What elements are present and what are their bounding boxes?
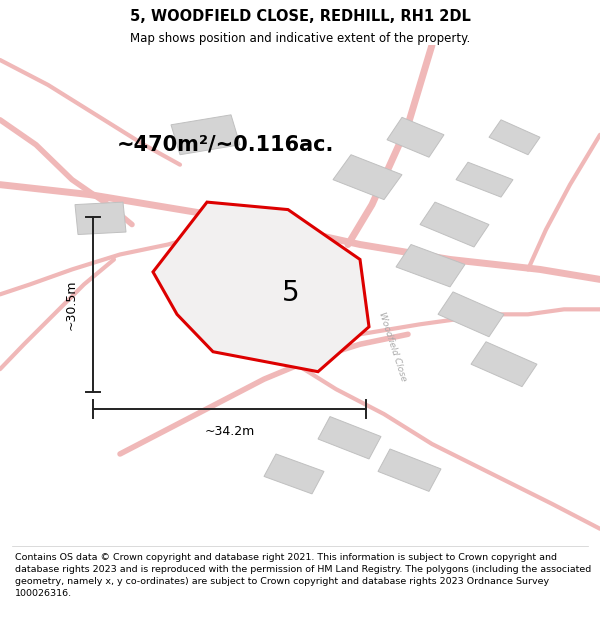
Polygon shape: [438, 292, 504, 337]
Polygon shape: [318, 417, 381, 459]
Polygon shape: [489, 120, 540, 155]
Polygon shape: [456, 162, 513, 197]
Polygon shape: [153, 202, 369, 372]
Polygon shape: [333, 155, 402, 199]
Text: Woodfield Close: Woodfield Close: [377, 311, 409, 382]
Text: 5, WOODFIELD CLOSE, REDHILL, RH1 2DL: 5, WOODFIELD CLOSE, REDHILL, RH1 2DL: [130, 9, 470, 24]
Text: 5: 5: [282, 279, 299, 308]
Text: ~34.2m: ~34.2m: [205, 425, 254, 438]
Text: ~30.5m: ~30.5m: [65, 279, 78, 329]
Polygon shape: [378, 449, 441, 491]
Polygon shape: [471, 342, 537, 387]
Polygon shape: [420, 202, 489, 247]
Text: Contains OS data © Crown copyright and database right 2021. This information is : Contains OS data © Crown copyright and d…: [15, 554, 591, 598]
Text: Map shows position and indicative extent of the property.: Map shows position and indicative extent…: [130, 32, 470, 46]
Polygon shape: [387, 118, 444, 158]
Polygon shape: [75, 202, 126, 234]
Polygon shape: [264, 454, 324, 494]
Polygon shape: [171, 115, 240, 155]
Text: ~470m²/~0.116ac.: ~470m²/~0.116ac.: [117, 135, 334, 155]
Polygon shape: [396, 244, 465, 287]
